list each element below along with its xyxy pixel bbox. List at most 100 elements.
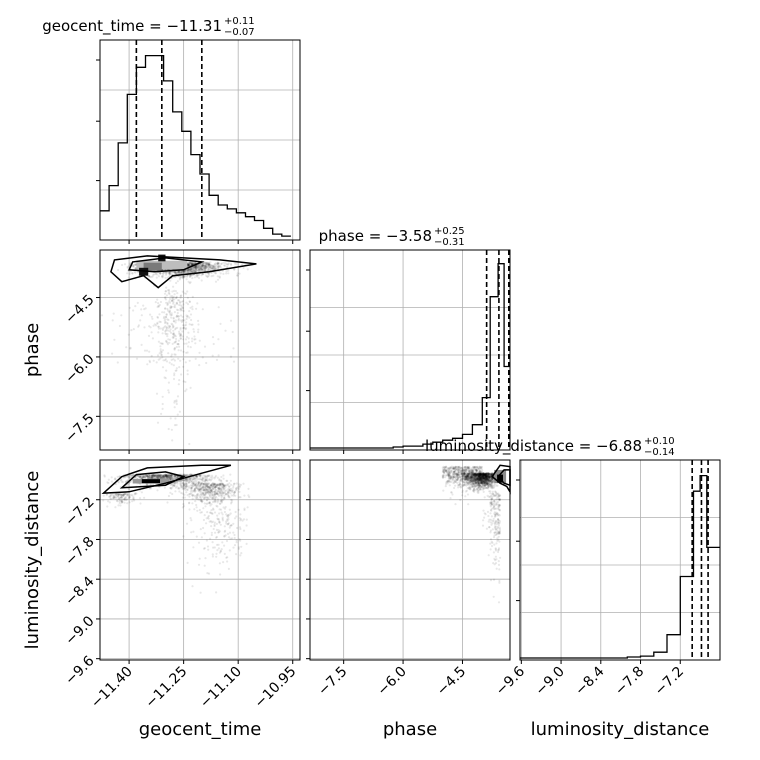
sample-point [188,508,191,511]
sample-point [168,273,171,276]
sample-point [189,274,192,277]
sample-point [203,266,206,269]
sample-point [119,504,122,507]
sample-point [189,490,192,493]
sample-point [197,482,201,485]
sample-point [203,514,206,517]
sample-point [490,472,493,475]
sample-point [188,268,191,271]
sample-point [211,500,215,504]
sample-point [174,275,177,279]
sample-point [177,343,180,346]
sample-point [131,272,134,275]
sample-point [211,354,214,357]
sample-point [210,271,213,275]
sample-point [181,275,184,278]
sample-point [157,331,160,334]
sample-point [169,328,172,331]
sample-point [128,272,131,275]
sample-point [187,264,190,268]
sample-point [189,267,192,270]
sample-point [158,313,161,316]
sample-point [226,523,229,526]
sample-point [114,506,117,509]
sample-point [120,479,123,482]
sample-point [140,491,143,494]
sample-point [177,315,180,318]
sample-point [230,263,233,266]
sample-point [131,500,134,503]
sample-point [194,266,198,269]
sample-point [172,295,175,298]
sample-point [226,263,229,266]
sample-point [239,519,242,522]
sample-point [197,266,200,269]
sample-point [187,269,190,272]
sample-point [136,301,139,304]
sample-point [197,541,201,544]
sample-point [204,557,207,560]
sample-point [177,270,180,273]
sample-point [217,263,220,266]
sample-point [127,276,130,279]
sample-point [195,264,198,268]
sample-point [191,308,194,311]
sample-point [237,508,240,511]
sample-point [219,500,222,503]
sample-point [187,261,190,265]
sample-point [195,267,198,270]
sample-point [206,510,209,514]
sample-point [166,335,169,338]
sample-point [213,266,216,269]
sample-point [201,272,204,275]
sample-point [153,476,156,479]
sample-point [238,526,242,529]
sample-point [209,261,212,264]
sample-point [227,272,230,275]
sample-point [165,333,168,336]
sample-point [192,530,195,533]
sample-point [207,272,210,276]
sample-point [134,305,137,308]
sample-point [220,262,223,265]
sample-point [216,505,219,508]
sample-point [179,296,182,299]
sample-point [200,499,204,502]
sample-point [221,516,224,519]
sample-point [168,300,171,303]
sample-point [197,268,200,271]
sample-point [181,270,184,273]
sample-point [176,395,180,398]
sample-point [185,342,188,345]
sample-point [209,479,212,482]
sample-point [201,264,204,267]
sample-point [176,270,179,273]
sample-point [200,268,203,271]
sample-point [208,262,211,265]
sample-point [197,319,200,322]
sample-point [159,271,162,275]
sample-point [229,473,232,476]
sample-point [208,262,211,265]
sample-point [204,265,207,268]
sample-point [197,563,201,566]
sample-point [111,352,114,355]
sample-point [140,343,143,346]
sample-point [167,427,170,431]
sample-point [196,266,199,269]
sample-point [198,488,201,491]
sample-point [192,269,195,272]
sample-point [186,269,189,272]
sample-point [137,325,140,328]
sample-point [210,266,213,269]
sample-point [219,272,222,275]
sample-point [188,261,191,264]
sample-point [232,486,235,489]
sample-point [174,369,177,372]
sample-point [187,264,190,267]
sample-point [211,264,214,267]
sample-point [194,267,197,270]
sample-point [183,270,186,273]
sample-point [193,477,196,480]
sample-point [172,364,175,367]
